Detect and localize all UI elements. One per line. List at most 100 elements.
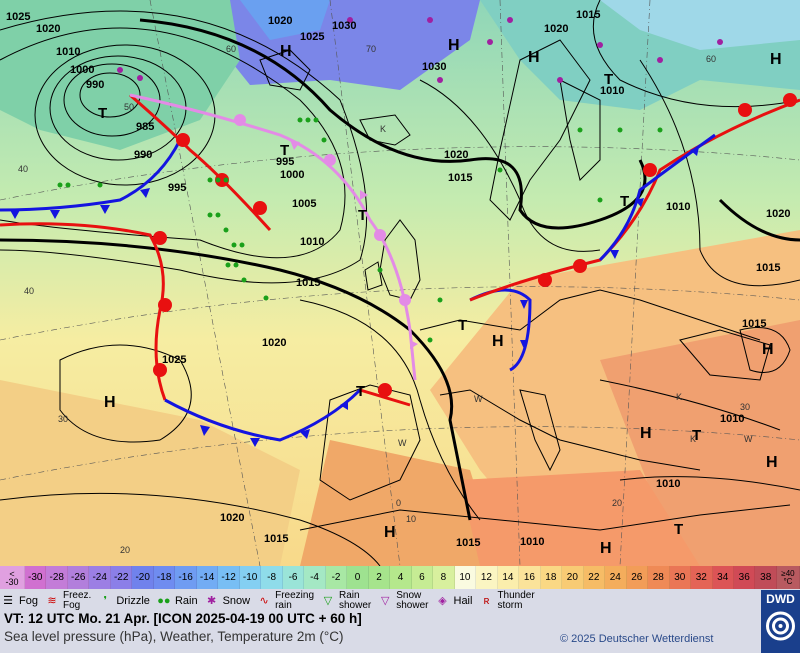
high-label: H — [762, 341, 774, 358]
dwd-logo-spiral-icon — [766, 611, 795, 641]
warm-region-southwest — [0, 380, 300, 566]
pressure-label: 1010 — [600, 85, 624, 97]
pressure-label: 1015 — [296, 277, 320, 289]
snow-icon: ✱ — [206, 595, 217, 607]
thunderstorm-icon: ʀ — [483, 595, 490, 607]
pressure-label: 1015 — [264, 533, 288, 545]
cool-region-west — [0, 0, 240, 150]
pressure-label: 1015 — [576, 9, 600, 21]
high-label: H — [448, 37, 460, 54]
coastlines — [259, 39, 791, 531]
hot-region-southeast — [600, 320, 800, 566]
legend-freezing-rain: ∿ Freezing rain — [256, 591, 314, 611]
pressure-label: 1020 — [544, 23, 568, 35]
legend-hail: ◈ Hail — [435, 594, 473, 608]
scale-cell: -28 — [46, 566, 68, 589]
isotherm-label: 20 — [120, 545, 130, 555]
hot-region-africa — [460, 470, 700, 566]
pressure-label: 1025 — [6, 11, 30, 23]
pressure-label: 1010 — [300, 236, 324, 248]
freezing-fog-icon: ≋ — [47, 595, 57, 607]
legend-label: Freezing rain — [275, 590, 314, 611]
rain-shower-icon: ▽ — [323, 595, 333, 607]
pressure-labels: 1025 1020 1010 1000 990 985 990 995 995 … — [6, 9, 790, 549]
map-marker-w: W — [474, 394, 483, 404]
cold-front-north — [0, 139, 182, 212]
isotherm-label: 70 — [366, 44, 376, 54]
legend-drizzle: ❜ Drizzle — [97, 594, 150, 608]
legend-label: Rain — [174, 595, 198, 607]
isotherm-label: 30 — [740, 402, 750, 412]
low-label: T — [356, 383, 365, 400]
scale-cell: 18 — [540, 566, 563, 589]
scale-cell: 36 — [733, 566, 756, 589]
pressure-label: 1010 — [720, 413, 744, 425]
warm-front-iberia — [359, 388, 411, 407]
low-label: T — [604, 71, 613, 88]
legend-snow: ✱ Snow — [204, 594, 250, 608]
weather-map-svg: 1025 1020 1010 1000 990 985 990 995 995 … — [0, 0, 800, 567]
pressure-label: 1020 — [220, 512, 244, 524]
pressure-label: 1010 — [666, 201, 690, 213]
legend-rain: ●● Rain — [156, 594, 198, 608]
pressure-label: 1025 — [162, 354, 186, 366]
scale-cell: 6 — [411, 566, 434, 589]
scale-cell: 4 — [390, 566, 412, 589]
low-label: T — [674, 521, 683, 538]
pressure-label: 1000 — [70, 64, 94, 76]
low-label: T — [692, 427, 701, 444]
cold-front-west — [164, 388, 362, 442]
high-label: H — [104, 394, 116, 411]
low-label: T — [458, 317, 467, 334]
scale-cell: -26 — [67, 566, 90, 589]
dwd-logo-text: DWD — [766, 592, 795, 606]
high-label: H — [384, 524, 396, 541]
low-labels: T T T T T T T T T — [98, 71, 701, 538]
cold-front-triangles — [10, 147, 699, 447]
pressure-label: 1025 — [300, 31, 324, 43]
freezing-rain-icon: ∿ — [259, 595, 269, 607]
rain-symbols — [57, 117, 663, 343]
snow-symbols — [117, 17, 723, 83]
pressure-label: 1005 — [292, 198, 316, 210]
scale-cell: 2 — [368, 566, 391, 589]
scale-cell: -16 — [175, 566, 197, 589]
scale-cell: -22 — [110, 566, 133, 589]
isotherm-label: 20 — [612, 498, 622, 508]
scale-cell: -18 — [153, 566, 176, 589]
fog-icon: ☰ — [3, 595, 13, 607]
dwd-logo: DWD — [761, 590, 800, 653]
scale-cell: -12 — [218, 566, 240, 589]
warm-front-east — [469, 98, 800, 302]
pressure-label: 1020 — [36, 23, 60, 35]
isotherm-label: 40 — [18, 164, 28, 174]
graticule — [0, 0, 800, 567]
pressure-label: 1030 — [332, 20, 356, 32]
valid-time: VT: 12 UTC Mo. 21 Apr. [ICON 2025-04-19 … — [4, 611, 362, 626]
scale-cell: 38 — [755, 566, 777, 589]
legend-label: Hail — [453, 595, 473, 607]
pressure-label: 1015 — [742, 318, 766, 330]
legend-rain-shower: ▽ Rain shower — [320, 591, 371, 611]
drizzle-icon: ❜ — [103, 595, 108, 607]
scale-label: ≥40 — [781, 568, 795, 578]
legend-label: Drizzle — [116, 595, 150, 607]
pressure-label: 990 — [86, 79, 104, 91]
scale-cell: 16 — [519, 566, 541, 589]
high-label: H — [600, 540, 612, 557]
warm-front-bulges — [153, 93, 797, 397]
scale-label: °C — [783, 576, 793, 586]
pressure-label: 1030 — [422, 61, 446, 73]
scale-cell: 28 — [648, 566, 670, 589]
high-label: H — [528, 49, 540, 66]
weather-map: 1025 1020 1010 1000 990 985 990 995 995 … — [0, 0, 800, 567]
isotherm-label: 40 — [24, 286, 34, 296]
scale-cell: 14 — [497, 566, 520, 589]
pressure-label: 1020 — [444, 149, 468, 161]
map-marker-k: K — [380, 124, 386, 134]
scale-cell: 10 — [454, 566, 477, 589]
scale-cell: 8 — [433, 566, 455, 589]
scale-cell: 26 — [626, 566, 649, 589]
scale-cell: -6 — [282, 566, 305, 589]
legend-label: Freez. Fog — [62, 590, 92, 611]
